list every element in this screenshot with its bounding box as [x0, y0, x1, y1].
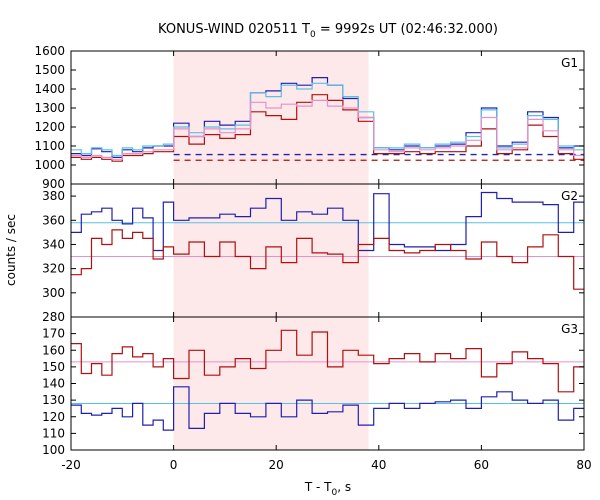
panel-label: G1 [561, 56, 578, 70]
panel-label: G2 [561, 189, 578, 203]
y-tick-label: 1600 [34, 44, 65, 58]
series-red [71, 229, 584, 290]
panel-g2 [71, 191, 584, 290]
y-tick-label: 1000 [34, 158, 65, 172]
y-tick-label: 130 [42, 393, 65, 407]
y-tick-label: 1500 [34, 63, 65, 77]
series-pink [71, 99, 584, 160]
y-tick-label: 1200 [34, 120, 65, 134]
y-tick-label: 900 [42, 177, 65, 191]
y-tick-label: 380 [42, 189, 65, 203]
y-tick-label: 1100 [34, 139, 65, 153]
y-tick-label: 160 [42, 343, 65, 357]
panel-g1 [71, 77, 584, 162]
y-tick-label: 140 [42, 377, 65, 391]
x-tick-label: 0 [170, 458, 178, 472]
y-tick-label: 120 [42, 410, 65, 424]
x-axis-title: T - T0, s [304, 480, 351, 498]
panels [71, 77, 584, 431]
y-tick-label: 300 [42, 286, 65, 300]
panel-g3 [71, 329, 584, 431]
panel-label: G3 [561, 322, 578, 336]
tick-marks [70, 50, 585, 451]
y-tick-label: 170 [42, 327, 65, 341]
shaded-interval [173, 51, 369, 450]
tick-labels: G19001000110012001300140015001600G228030… [34, 44, 591, 472]
y-tick-label: 150 [42, 360, 65, 374]
y-tick-label: 1300 [34, 101, 65, 115]
y-axis-title: counts / sec [4, 214, 18, 286]
x-tick-label: 20 [269, 458, 284, 472]
y-tick-label: 320 [42, 262, 65, 276]
series-cyan [71, 82, 584, 157]
chart-title: KONUS-WIND 020511 T0 = 9992s UT (02:46:3… [158, 22, 498, 40]
trigger-interval-shade [173, 51, 369, 450]
y-tick-label: 1400 [34, 82, 65, 96]
series-red [71, 329, 584, 393]
x-tick-label: 60 [474, 458, 489, 472]
series-blue [71, 386, 584, 431]
y-tick-label: 110 [42, 426, 65, 440]
series-blue [71, 191, 584, 252]
x-tick-label: 40 [371, 458, 386, 472]
y-tick-label: 360 [42, 213, 65, 227]
y-tick-label: 280 [42, 310, 65, 324]
x-tick-label: 80 [576, 458, 591, 472]
y-tick-label: 340 [42, 237, 65, 251]
y-tick-label: 100 [42, 443, 65, 457]
x-tick-label: -20 [61, 458, 81, 472]
